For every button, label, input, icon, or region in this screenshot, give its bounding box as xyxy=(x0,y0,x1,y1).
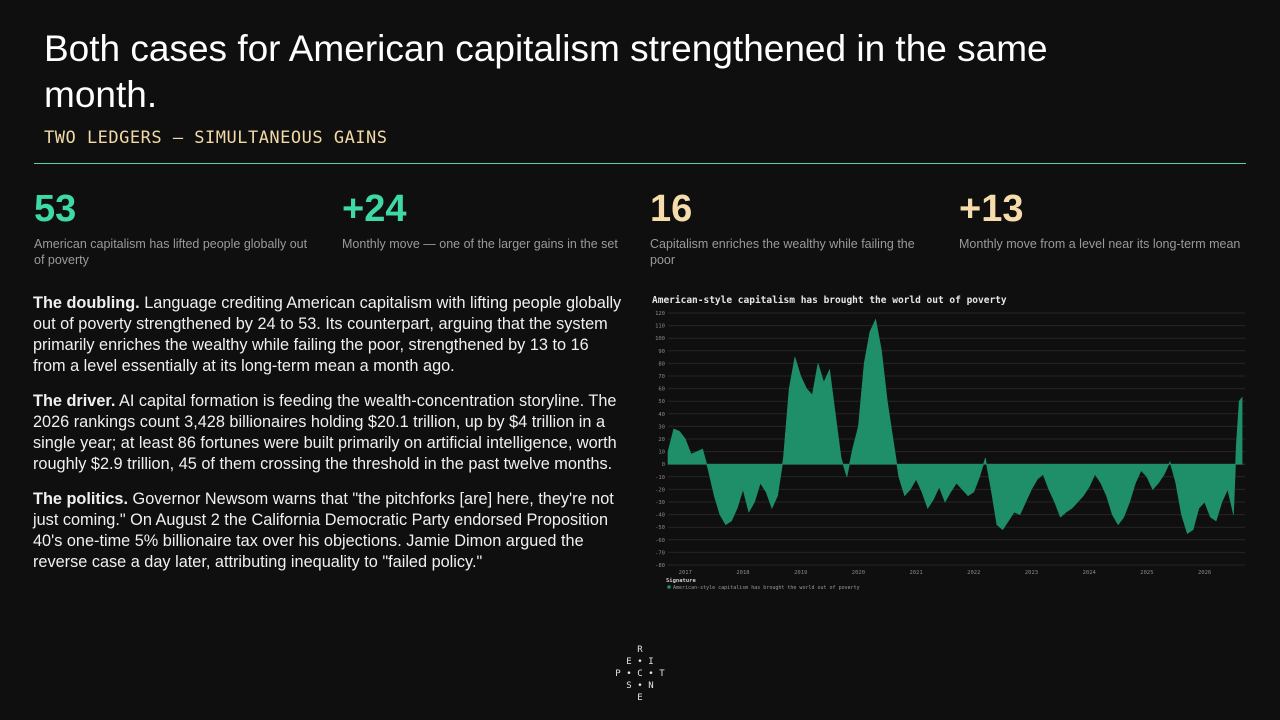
paragraph-politics: The politics. Governor Newsom warns that… xyxy=(33,489,623,573)
stat-value: +24 xyxy=(342,188,407,230)
stat-label: Monthly move from a level near its long-… xyxy=(959,237,1241,251)
y-tick-label: -40 xyxy=(655,513,665,519)
y-tick-label: 110 xyxy=(655,324,665,330)
logo-letter: N xyxy=(648,681,654,691)
y-tick-label: 30 xyxy=(658,424,665,430)
logo-letter: S xyxy=(626,681,632,691)
y-tick-label: 70 xyxy=(658,374,665,380)
stat-poverty-move: +24 Monthly move — one of the larger gai… xyxy=(342,186,627,252)
x-tick-label: 2019 xyxy=(794,570,807,576)
legend-title: Signature xyxy=(666,578,696,584)
page-subtitle: TWO LEDGERS — SIMULTANEOUS GAINS xyxy=(44,128,388,148)
y-tick-label: 0 xyxy=(662,462,665,468)
paragraph-text: AI capital formation is feeding the weal… xyxy=(33,392,617,473)
y-tick-label: 10 xyxy=(658,450,665,456)
logo-dot: • xyxy=(648,669,654,679)
logo-letter: P xyxy=(615,669,621,679)
paragraph-doubling: The doubling. Language crediting America… xyxy=(33,293,623,377)
y-tick-label: 120 xyxy=(655,311,665,317)
page-title: Both cases for American capitalism stren… xyxy=(44,28,1048,115)
stat-poverty-level: 53 American capitalism has lifted people… xyxy=(34,186,319,268)
y-tick-label: -50 xyxy=(655,525,665,531)
y-tick-label: 50 xyxy=(658,399,665,405)
logo-letter: I xyxy=(648,657,654,667)
stat-value: 16 xyxy=(650,188,693,230)
y-tick-label: 80 xyxy=(658,361,665,367)
stat-label: Monthly move — one of the larger gains i… xyxy=(342,237,618,251)
paragraph-lead: The doubling. xyxy=(33,294,140,312)
y-tick-label: 40 xyxy=(658,412,665,418)
x-tick-label: 2021 xyxy=(909,570,922,576)
series-area xyxy=(667,318,1243,534)
x-tick-label: 2017 xyxy=(679,570,692,576)
y-tick-label: -70 xyxy=(655,550,665,556)
logo-dot: • xyxy=(637,681,643,691)
poverty-chart: American-style capitalism has brought th… xyxy=(652,295,1245,591)
y-tick-label: 20 xyxy=(658,437,665,443)
paragraph-lead: The politics. xyxy=(33,490,128,508)
stat-value: +13 xyxy=(959,188,1024,230)
y-tick-label: -60 xyxy=(655,538,665,544)
legend-swatch xyxy=(667,585,671,589)
paragraph-text: Governor Newsom warns that "the pitchfor… xyxy=(33,490,614,571)
header-divider xyxy=(34,163,1246,164)
y-tick-label: -20 xyxy=(655,487,665,493)
y-tick-label: -30 xyxy=(655,500,665,506)
brand-logo: R E • I P • C • T S • N E xyxy=(610,645,670,705)
logo-letter: E xyxy=(626,657,632,667)
paragraph-lead: The driver. xyxy=(33,392,116,410)
logo-letter: T xyxy=(659,669,665,679)
stat-wealthy-move: +13 Monthly move from a level near its l… xyxy=(959,186,1244,252)
logo-letter: E xyxy=(637,693,643,703)
stat-wealthy-level: 16 Capitalism enriches the wealthy while… xyxy=(650,186,935,268)
y-tick-label: 90 xyxy=(658,349,665,355)
body-text: The doubling. Language crediting America… xyxy=(33,293,623,587)
x-tick-label: 2026 xyxy=(1198,570,1211,576)
y-tick-label: -80 xyxy=(655,563,665,569)
x-tick-label: 2023 xyxy=(1025,570,1038,576)
stat-label: Capitalism enriches the wealthy while fa… xyxy=(650,237,915,267)
x-tick-label: 2018 xyxy=(736,570,749,576)
x-tick-label: 2020 xyxy=(852,570,865,576)
logo-dot: • xyxy=(626,669,632,679)
x-tick-label: 2025 xyxy=(1140,570,1153,576)
x-tick-label: 2024 xyxy=(1083,570,1097,576)
y-tick-label: 100 xyxy=(655,336,665,342)
y-tick-label: 60 xyxy=(658,387,665,393)
y-tick-label: -10 xyxy=(655,475,665,481)
paragraph-text: Language crediting American capitalism w… xyxy=(33,294,622,375)
stat-label: American capitalism has lifted people gl… xyxy=(34,237,308,267)
stat-value: 53 xyxy=(34,188,77,230)
logo-letter: C xyxy=(637,669,643,679)
chart-title: American-style capitalism has brought th… xyxy=(652,295,1007,306)
x-tick-label: 2022 xyxy=(967,570,980,576)
paragraph-driver: The driver. AI capital formation is feed… xyxy=(33,391,623,475)
logo-letter: R xyxy=(637,645,643,655)
logo-dot: • xyxy=(637,657,643,667)
legend-entry: American-style capitalism has brought th… xyxy=(673,585,860,591)
